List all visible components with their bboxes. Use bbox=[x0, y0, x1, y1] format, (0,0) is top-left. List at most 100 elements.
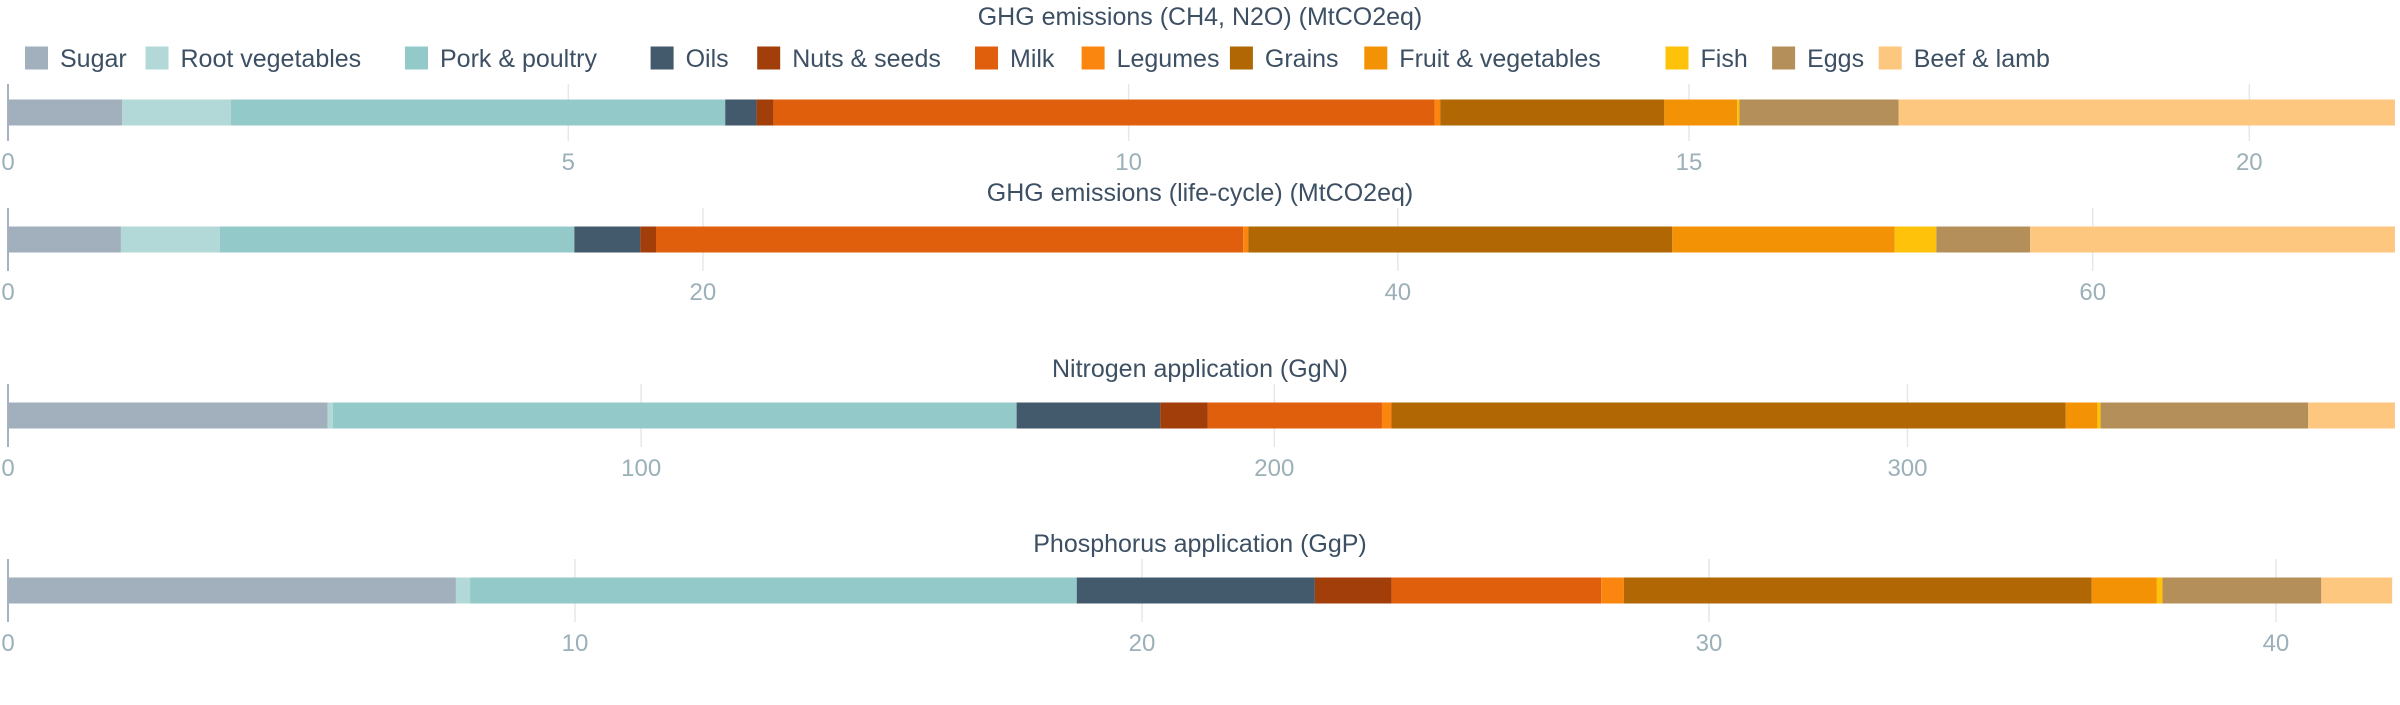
bar-segment-grains[interactable] bbox=[1248, 226, 1673, 253]
bar-segment-beef-and-lamb[interactable] bbox=[2308, 402, 2395, 429]
bar-segment-fruit-and-vegetables[interactable] bbox=[2065, 402, 2098, 429]
bar-segment-beef-and-lamb[interactable] bbox=[2030, 226, 2395, 253]
x-axis-ticks: 0 20 40 60 bbox=[1, 279, 2106, 306]
chart-panels: GHG emissions (CH4, N2O) (MtCO2eq) 0 5 10 15… bbox=[1, 3, 2395, 657]
bar-segment-grains[interactable] bbox=[1623, 577, 2092, 604]
tick-label: 60 bbox=[2079, 279, 2106, 306]
bar-segment-milk[interactable] bbox=[1207, 402, 1382, 429]
bar-segment-sugar[interactable] bbox=[8, 402, 328, 429]
legend-swatch bbox=[1364, 46, 1388, 70]
tick-label: 30 bbox=[1696, 630, 1723, 657]
tick-label: 20 bbox=[690, 279, 717, 306]
bar-segment-root-vegetables[interactable] bbox=[122, 99, 232, 126]
bar-segment-eggs[interactable] bbox=[2100, 402, 2309, 429]
legend-item-legumes[interactable]: Legumes bbox=[1081, 45, 1220, 73]
legend-swatch bbox=[1081, 46, 1105, 70]
bar-segment-nuts-and-seeds[interactable] bbox=[1314, 577, 1392, 604]
bar-segment-eggs[interactable] bbox=[1936, 226, 2031, 253]
bar-segment-nuts-and-seeds[interactable] bbox=[756, 99, 774, 126]
legend-label: Milk bbox=[1010, 45, 1055, 73]
tick-label: 300 bbox=[1887, 455, 1927, 482]
bar-segment-grains[interactable] bbox=[1440, 99, 1665, 126]
bar-segment-pork-and-poultry[interactable] bbox=[470, 577, 1077, 604]
bar-segment-fish[interactable] bbox=[2097, 402, 2101, 429]
bar-segment-milk[interactable] bbox=[773, 99, 1435, 126]
legend-item-oils[interactable]: Oils bbox=[650, 45, 729, 73]
legend-swatch bbox=[650, 46, 674, 70]
legend-item-fish[interactable]: Fish bbox=[1665, 45, 1748, 73]
bar-segment-sugar[interactable] bbox=[8, 99, 123, 126]
legend-swatch bbox=[975, 46, 998, 70]
bar-segment-fruit-and-vegetables[interactable] bbox=[1672, 226, 1895, 253]
panel-nitrogen-application-ggn: Nitrogen application (GgN) 0 100 200 300 bbox=[1, 355, 2395, 482]
bar-segment-fruit-and-vegetables[interactable] bbox=[1664, 99, 1738, 126]
tick-label: 5 bbox=[562, 149, 575, 176]
legend-item-beef-and-lamb[interactable]: Beef & lamb bbox=[1878, 45, 2050, 73]
bar-segment-milk[interactable] bbox=[655, 226, 1244, 253]
legend-swatch bbox=[1878, 46, 1902, 70]
bar-segment-nuts-and-seeds[interactable] bbox=[1160, 402, 1208, 429]
bar-segment-eggs[interactable] bbox=[1739, 99, 1899, 126]
bar-segment-oils[interactable] bbox=[1076, 577, 1315, 604]
legend-label: Sugar bbox=[60, 45, 127, 73]
panel-title: Phosphorus application (GgP) bbox=[1033, 530, 1367, 558]
legend-swatch bbox=[1665, 46, 1689, 70]
bar-segment-beef-and-lamb[interactable] bbox=[2321, 577, 2393, 604]
bar-segment-oils[interactable] bbox=[574, 226, 641, 253]
bar-segment-fish[interactable] bbox=[2156, 577, 2163, 604]
tick-label: 10 bbox=[1115, 149, 1142, 176]
legend-item-grains[interactable]: Grains bbox=[1229, 45, 1339, 73]
tick-label: 20 bbox=[1129, 630, 1156, 657]
legend-item-sugar[interactable]: Sugar bbox=[25, 45, 127, 73]
legend-item-nuts-and-seeds[interactable]: Nuts & seeds bbox=[757, 45, 941, 73]
tick-label: 0 bbox=[1, 149, 14, 176]
legend-item-eggs[interactable]: Eggs bbox=[1772, 45, 1864, 73]
panel-title: GHG emissions (CH4, N2O) (MtCO2eq) bbox=[978, 3, 1423, 31]
bar-segment-fish[interactable] bbox=[1737, 99, 1740, 126]
legend: Sugar Root vegetables Pork & poultry Oils Nu… bbox=[25, 45, 2050, 73]
panel-title: Nitrogen application (GgN) bbox=[1052, 355, 1348, 383]
bar-segment-sugar[interactable] bbox=[8, 226, 121, 253]
x-axis-ticks: 0 100 200 300 bbox=[1, 455, 1927, 482]
bar-segment-pork-and-poultry[interactable] bbox=[231, 99, 726, 126]
legend-label: Nuts & seeds bbox=[792, 45, 941, 73]
bar-segment-root-vegetables[interactable] bbox=[455, 577, 471, 604]
legend-item-milk[interactable]: Milk bbox=[975, 45, 1055, 73]
bar-segment-grains[interactable] bbox=[1391, 402, 2066, 429]
stacked-bar bbox=[8, 226, 2395, 253]
bar-segment-root-vegetables[interactable] bbox=[120, 226, 220, 253]
legend-item-pork-and-poultry[interactable]: Pork & poultry bbox=[405, 45, 598, 73]
bar-segment-legumes[interactable] bbox=[1381, 402, 1392, 429]
bar-segment-nuts-and-seeds[interactable] bbox=[640, 226, 656, 253]
bar-segment-legumes[interactable] bbox=[1601, 577, 1624, 604]
legend-label: Legumes bbox=[1117, 45, 1220, 73]
bar-segment-beef-and-lamb[interactable] bbox=[1898, 99, 2395, 126]
panel-ghg-emissions-ch4-n2o-mtco2eq: GHG emissions (CH4, N2O) (MtCO2eq) 0 5 10 15… bbox=[1, 3, 2395, 176]
legend-label: Root vegetables bbox=[181, 45, 362, 73]
panel-title: GHG emissions (life-cycle) (MtCO2eq) bbox=[987, 179, 1413, 207]
legend-label: Fruit & vegetables bbox=[1399, 45, 1601, 73]
bar-segment-milk[interactable] bbox=[1391, 577, 1602, 604]
bar-segment-fish[interactable] bbox=[1894, 226, 1937, 253]
tick-label: 100 bbox=[621, 455, 661, 482]
legend-label: Pork & poultry bbox=[440, 45, 598, 73]
bar-segment-oils[interactable] bbox=[725, 99, 757, 126]
bar-segment-eggs[interactable] bbox=[2162, 577, 2322, 604]
legend-item-fruit-and-vegetables[interactable]: Fruit & vegetables bbox=[1364, 45, 1601, 73]
legend-item-root-vegetables[interactable]: Root vegetables bbox=[145, 45, 362, 73]
tick-label: 20 bbox=[2236, 149, 2263, 176]
tick-label: 40 bbox=[1384, 279, 1411, 306]
bar-segment-sugar[interactable] bbox=[8, 577, 456, 604]
bar-segment-oils[interactable] bbox=[1016, 402, 1161, 429]
bar-segment-fruit-and-vegetables[interactable] bbox=[2091, 577, 2157, 604]
legend-label: Grains bbox=[1265, 45, 1339, 73]
bar-segment-pork-and-poultry[interactable] bbox=[219, 226, 575, 253]
legend-swatch bbox=[25, 46, 48, 70]
bar-segment-legumes[interactable] bbox=[1243, 226, 1249, 253]
bar-segment-pork-and-poultry[interactable] bbox=[332, 402, 1017, 429]
legend-swatch bbox=[757, 46, 781, 70]
bar-segment-root-vegetables[interactable] bbox=[327, 402, 333, 429]
legend-label: Oils bbox=[686, 45, 729, 73]
bar-segment-legumes[interactable] bbox=[1434, 99, 1441, 126]
